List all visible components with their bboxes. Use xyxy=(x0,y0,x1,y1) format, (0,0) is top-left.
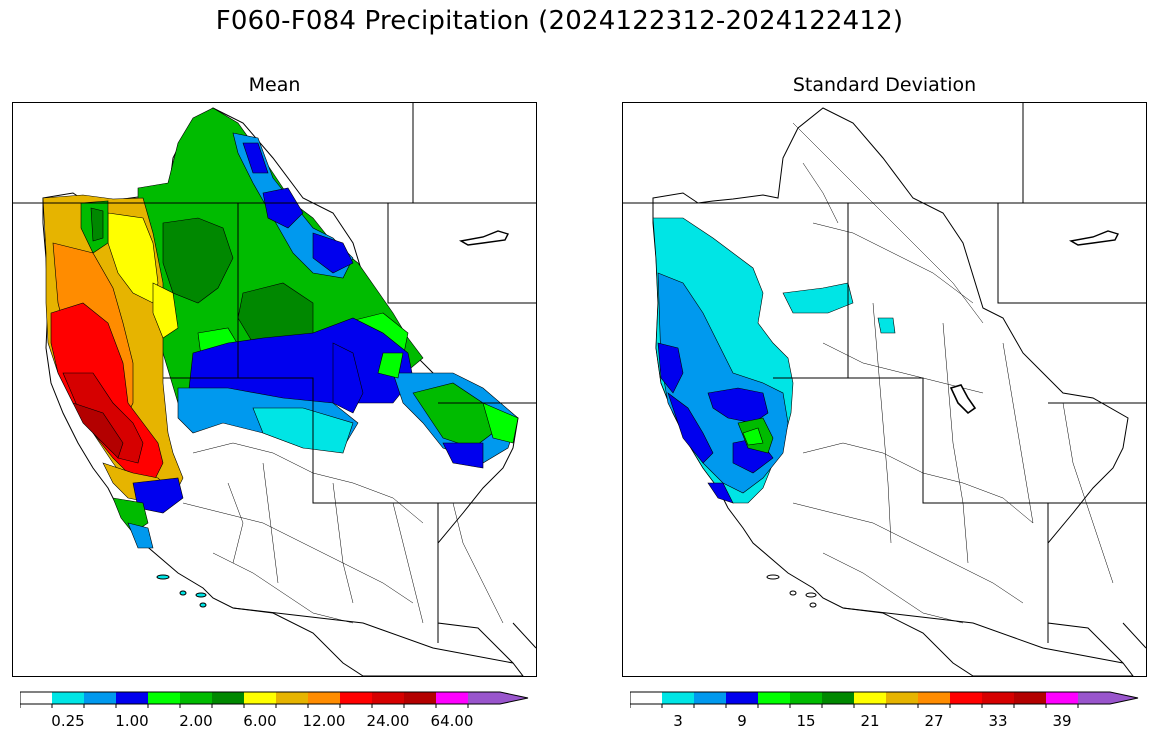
stddev-colorbar-label: 15 xyxy=(796,712,816,730)
stddev-colorbar-bin-5 xyxy=(790,692,822,704)
mean-basin-lines xyxy=(182,442,504,624)
stddev-colorbar-bin-11 xyxy=(982,692,1014,704)
mean-colorbar-bin-1 xyxy=(52,692,84,704)
mean-colorbar-label: 24.00 xyxy=(366,712,410,730)
stddev-colorbar-bin-4 xyxy=(758,692,790,704)
mean-colorbar-label: 2.00 xyxy=(179,712,213,730)
stddev-lake-superior xyxy=(1068,230,1119,246)
stddev-colorbar xyxy=(629,690,1145,714)
stddev-colorbar-bin-13 xyxy=(1046,692,1078,704)
stddev-colorbar-label: 21 xyxy=(860,712,880,730)
mean-colorbar-bin-7 xyxy=(244,692,276,704)
stddev-colorbar-label: 3 xyxy=(673,712,683,730)
stddev-colorbar-bin-7 xyxy=(854,692,886,704)
mean-colorbar-label: 64.00 xyxy=(430,712,474,730)
stddev-panel-title: Standard Deviation xyxy=(792,74,977,96)
mean-lake-superior xyxy=(458,230,509,246)
mean-colorbar-label: 0.25 xyxy=(51,712,85,730)
stddev-colorbar-label: 27 xyxy=(924,712,944,730)
stddev-colorbar-border xyxy=(629,691,1139,705)
stddev-colorbar-bin-0 xyxy=(630,692,662,704)
mean-colorbar-border xyxy=(19,691,529,705)
stddev-map xyxy=(622,102,1147,677)
mean-colorbar-bin-5 xyxy=(180,692,212,704)
mean-colorbar xyxy=(19,690,535,714)
stddev-colorbar-bin-3 xyxy=(726,692,758,704)
mean-colorbar-bin-6 xyxy=(212,692,244,704)
stddev-colorbar-bin-2 xyxy=(694,692,726,704)
mean-colorbar-bin-11 xyxy=(372,692,404,704)
mean-panel-title: Mean xyxy=(248,74,301,96)
mean-state-lines xyxy=(13,103,536,664)
mean-colorbar-label: 6.00 xyxy=(243,712,277,730)
stddev-precip-field xyxy=(652,217,896,504)
stddev-channel-islands xyxy=(766,574,817,608)
stddev-colorbar-label: 33 xyxy=(988,712,1008,730)
mean-colorbar-label: 12.00 xyxy=(302,712,346,730)
stddev-state-lines xyxy=(623,103,1146,664)
figure-title: F060-F084 Precipitation (2024122312-2024… xyxy=(215,6,904,36)
mean-colorbar-bin-14 xyxy=(468,692,528,704)
mean-colorbar-bin-12 xyxy=(404,692,436,704)
stddev-colorbar-bin-6 xyxy=(822,692,854,704)
stddev-colorbar-bin-1 xyxy=(662,692,694,704)
mean-colorbar-bin-13 xyxy=(436,692,468,704)
stddev-colorbar-bin-8 xyxy=(886,692,918,704)
mean-colorbar-bin-8 xyxy=(276,692,308,704)
stddev-colorbar-bin-12 xyxy=(1014,692,1046,704)
mean-colorbar-bin-0 xyxy=(20,692,52,704)
mean-precip-field xyxy=(42,107,519,549)
mean-colorbar-label: 1.00 xyxy=(115,712,149,730)
stddev-colorbar-bin-9 xyxy=(918,692,950,704)
stddev-colorbar-label: 39 xyxy=(1052,712,1072,730)
mean-colorbar-bin-3 xyxy=(116,692,148,704)
stddev-colorbar-label: 9 xyxy=(737,712,747,730)
mean-channel-islands xyxy=(156,574,207,608)
mean-colorbar-bin-9 xyxy=(308,692,340,704)
stddev-colorbar-bin-14 xyxy=(1078,692,1138,704)
mean-map xyxy=(12,102,537,677)
mean-colorbar-bin-10 xyxy=(340,692,372,704)
stddev-colorbar-bin-10 xyxy=(950,692,982,704)
stddev-great-salt-lake xyxy=(949,384,977,415)
mean-colorbar-bin-2 xyxy=(84,692,116,704)
mean-colorbar-bin-4 xyxy=(148,692,180,704)
